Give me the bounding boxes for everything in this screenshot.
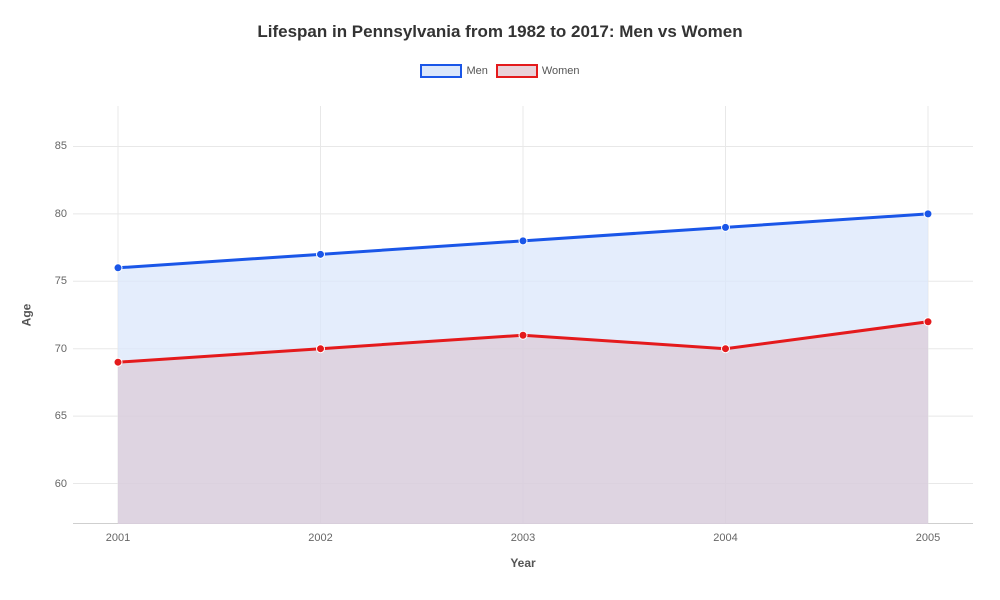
x-tick-label: 2005: [916, 532, 940, 544]
y-tick-label: 80: [45, 208, 67, 220]
x-tick-label: 2001: [106, 532, 130, 544]
chart-container: Lifespan in Pennsylvania from 1982 to 20…: [0, 0, 1000, 600]
legend-item-women: Women: [496, 64, 580, 78]
x-tick-label: 2003: [511, 532, 535, 544]
x-axis-title: Year: [510, 556, 535, 570]
y-tick-label: 70: [45, 343, 67, 355]
legend-label-women: Women: [542, 65, 580, 77]
y-tick-label: 65: [45, 410, 67, 422]
x-tick-label: 2002: [308, 532, 332, 544]
legend-swatch-women: [496, 64, 538, 78]
y-tick-label: 75: [45, 275, 67, 287]
plot-area: [73, 106, 973, 524]
legend-item-men: Men: [420, 64, 487, 78]
y-tick-label: 60: [45, 478, 67, 490]
y-axis-title: Age: [19, 304, 33, 327]
legend-label-men: Men: [466, 65, 487, 77]
x-tick-label: 2004: [713, 532, 737, 544]
legend: Men Women: [0, 64, 1000, 78]
legend-swatch-men: [420, 64, 462, 78]
y-tick-label: 85: [45, 140, 67, 152]
chart-title: Lifespan in Pennsylvania from 1982 to 20…: [0, 0, 1000, 42]
